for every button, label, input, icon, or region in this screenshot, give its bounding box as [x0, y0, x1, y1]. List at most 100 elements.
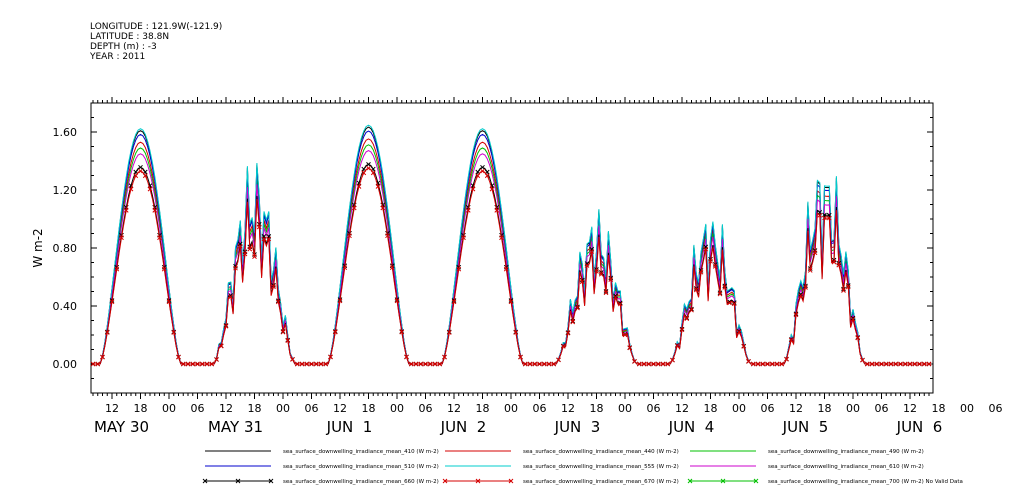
series-marker-7 — [385, 233, 390, 239]
series-marker-7 — [522, 361, 528, 367]
y-axis-title: W m-2 — [31, 228, 45, 267]
series-marker-7 — [817, 212, 823, 218]
x-hour-label: 06 — [875, 402, 889, 415]
series-marker-7 — [779, 361, 785, 367]
series-marker-6 — [138, 164, 143, 170]
x-hour-label: 12 — [789, 402, 803, 415]
y-axis-labels: 0.00 0.40 0.80 1.20 1.60 — [53, 126, 78, 371]
x-hour-label: 00 — [846, 402, 860, 415]
series-marker-7 — [907, 361, 913, 367]
series-marker-7 — [109, 299, 115, 305]
series-marker-7 — [693, 287, 699, 293]
x-day-label: MAY 30 — [94, 418, 149, 436]
series-marker-7 — [185, 361, 191, 367]
plot-area — [90, 124, 932, 367]
series-marker-7 — [247, 246, 253, 252]
legend-marker-7 — [442, 478, 448, 484]
series-marker-7 — [750, 361, 756, 367]
series-marker-7 — [670, 357, 675, 363]
series-marker-7 — [888, 361, 894, 367]
series-marker-7 — [304, 361, 310, 367]
x-hour-label: 00 — [732, 402, 746, 415]
x-hour-label: 06 — [533, 402, 547, 415]
series-marker-7 — [290, 357, 295, 362]
series-marker-7 — [475, 173, 481, 179]
series-marker-7 — [807, 268, 813, 273]
legend-label-7: sea_surface_downwelling_irradiance_mean_… — [523, 479, 679, 485]
series-marker-7 — [389, 265, 395, 271]
series-marker-7 — [180, 361, 186, 367]
x-day-label: JUN 3 — [554, 418, 601, 436]
series-marker-6 — [366, 161, 371, 167]
latitude-label: LATITUDE : 38.8N — [90, 32, 170, 42]
x-hour-label: 18 — [476, 402, 490, 415]
x-hour-label: 18 — [248, 402, 262, 415]
series-marker-7 — [261, 236, 267, 242]
series-marker-7 — [366, 165, 371, 171]
series-marker-7 — [646, 361, 652, 367]
series-marker-7 — [133, 173, 139, 179]
series-marker-7 — [242, 251, 248, 257]
y-tick-label: 1.20 — [53, 184, 78, 197]
series-marker-7 — [142, 173, 148, 179]
series-marker-7 — [404, 354, 409, 360]
series-marker-7 — [214, 357, 219, 362]
series-marker-7 — [128, 186, 134, 192]
legend-label-8: sea_surface_downwelling_irradiance_mean_… — [768, 479, 963, 485]
series-marker-7 — [608, 277, 614, 283]
series-marker-7 — [275, 299, 281, 305]
series-line-0 — [93, 126, 932, 365]
series-marker-7 — [769, 361, 775, 367]
series-marker-7 — [703, 246, 709, 252]
x-hour-label: 12 — [447, 402, 461, 415]
series-marker-7 — [480, 168, 485, 174]
legend-marker-7 — [508, 478, 514, 484]
legend-marker-6 — [268, 478, 274, 484]
series-marker-7 — [470, 186, 476, 192]
series-marker-7 — [171, 330, 177, 335]
series-marker-6 — [850, 315, 856, 321]
series-marker-7 — [641, 361, 647, 367]
series-marker-7 — [100, 354, 105, 360]
series-line-4 — [93, 124, 932, 365]
series-marker-7 — [546, 361, 552, 367]
series-marker-7 — [793, 312, 799, 318]
series-marker-7 — [836, 262, 842, 268]
series-marker-7 — [157, 235, 162, 241]
series-marker-7 — [380, 205, 386, 211]
series-marker-7 — [708, 258, 713, 264]
series-marker-7 — [280, 329, 286, 335]
series-marker-7 — [560, 344, 566, 349]
x-axis-labels: 12 18 00 06 12 18 00 06 12 18 00 06 12 18 00 06 12 18 00 06… — [94, 402, 1003, 436]
series-marker-7 — [375, 184, 381, 189]
series-marker-7 — [921, 361, 927, 367]
series-marker-7 — [869, 361, 875, 367]
series-marker-7 — [437, 361, 443, 367]
x-hour-label: 06 — [419, 402, 433, 415]
series-marker-7 — [90, 361, 96, 367]
series-marker-7 — [879, 361, 884, 367]
series-marker-7 — [712, 264, 718, 269]
series-marker-7 — [309, 361, 314, 367]
y-tick-label: 1.60 — [53, 126, 78, 139]
series-marker-7 — [342, 265, 348, 271]
series-marker-7 — [351, 205, 357, 211]
series-marker-7 — [442, 354, 447, 360]
series-marker-7 — [784, 356, 789, 362]
legend-label-6: sea_surface_downwelling_irradiance_mean_… — [283, 479, 439, 485]
x-day-label: JUN 2 — [440, 418, 487, 436]
series-marker-7 — [755, 361, 761, 367]
x-hour-label: 18 — [704, 402, 718, 415]
series-marker-7 — [451, 299, 457, 305]
series-marker-7 — [598, 271, 604, 277]
series-marker-7 — [736, 329, 742, 335]
series-marker-7 — [332, 329, 338, 335]
series-marker-7 — [503, 266, 509, 272]
legend-marker-8 — [687, 478, 693, 484]
legend-label-0: sea_surface_downwelling_irradiance_mean_… — [283, 449, 439, 455]
series-marker-6 — [613, 293, 618, 299]
x-hour-label: 00 — [618, 402, 632, 415]
depth-label: DEPTH (m) : -3 — [90, 42, 157, 52]
series-line-1 — [93, 138, 932, 365]
series-marker-7 — [271, 284, 276, 290]
